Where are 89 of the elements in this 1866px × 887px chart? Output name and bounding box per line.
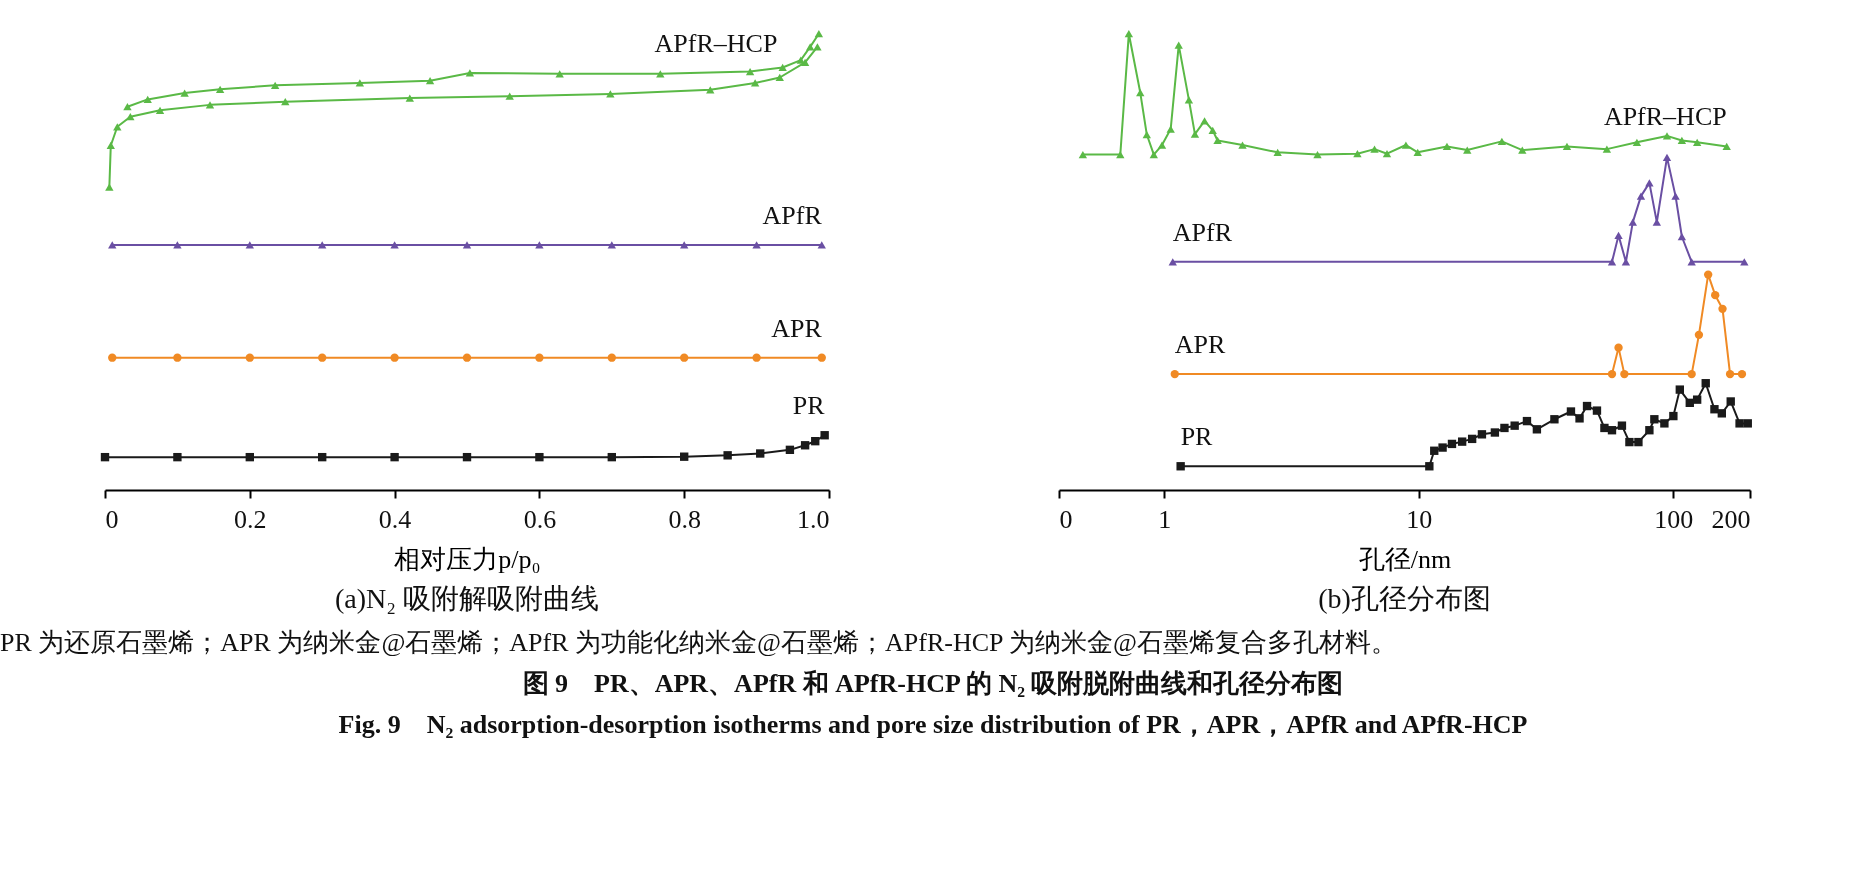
x-tick-label: 0 (1059, 504, 1073, 534)
point (390, 241, 399, 249)
point (756, 449, 765, 458)
x-tick-label: 1 (1158, 504, 1172, 534)
x-tick-label: 100 (1654, 504, 1694, 534)
point (606, 90, 615, 98)
series-label: APfR–HCP (1603, 102, 1727, 132)
point (607, 241, 616, 249)
point (607, 353, 616, 362)
point (778, 63, 787, 72)
point (505, 92, 514, 100)
x-tick-label: 0 (105, 504, 119, 534)
point (108, 241, 117, 249)
series-label: PR (792, 391, 826, 421)
point (173, 452, 182, 462)
point (318, 241, 327, 249)
point (126, 113, 135, 121)
point (173, 353, 182, 362)
point (465, 69, 475, 77)
caption: Fig. 9 N₂ adsorption-desorption isotherms and pore size distribution of PR，APR，APfR and APfR-HCP (337, 709, 1529, 741)
point (706, 86, 715, 94)
x-tick-label: 0.2 (234, 504, 267, 534)
point (817, 241, 826, 249)
series-label: PR (1180, 422, 1214, 452)
point (318, 353, 327, 362)
text: PR 为还原石墨烯；APR 为纳米金@石墨烯；APfR 为功能化纳米金@石墨烯；APfR-HCP 为纳米金@石墨烯复合多孔材料。 (0, 627, 1398, 659)
point (100, 452, 110, 462)
point (155, 106, 165, 114)
point (607, 452, 616, 462)
point (108, 353, 117, 362)
point (814, 30, 824, 38)
caption: 图 9 PR、APR、APfR 和 APfR-HCP 的 N₂ 吸附脱附曲线和孔径分布图 (521, 668, 1345, 700)
point (820, 431, 829, 440)
point (535, 353, 544, 362)
point (215, 85, 225, 93)
point (113, 123, 122, 131)
point (143, 95, 152, 104)
point (245, 241, 254, 249)
x-tick-label: 0.6 (523, 504, 557, 534)
point (462, 353, 472, 362)
point (390, 353, 399, 362)
point (245, 452, 254, 462)
point (805, 43, 815, 51)
series-label: APfR (1172, 217, 1233, 247)
text: (b)孔径分布图 (1318, 583, 1491, 614)
point (535, 452, 544, 462)
point (785, 445, 795, 455)
point (752, 353, 761, 362)
point (750, 79, 760, 87)
point (680, 452, 689, 461)
x-tick-label: 10 (1406, 504, 1433, 534)
point (173, 241, 182, 249)
point (535, 241, 544, 249)
point (800, 441, 810, 450)
point (425, 77, 435, 85)
point (390, 452, 399, 462)
point (745, 67, 755, 76)
text: (a)N₂ 吸附解吸附曲线 (334, 583, 600, 614)
x-tick-label: 0.4 (378, 504, 412, 534)
point (270, 81, 280, 89)
x-tick-label: 200 (1711, 504, 1751, 534)
point (318, 452, 327, 462)
point (752, 241, 761, 249)
point (355, 79, 365, 87)
point (106, 141, 115, 150)
x-tick-label: 1.0 (797, 504, 830, 534)
point (462, 452, 472, 462)
x-axis-title: 相对压力p/p₀ (394, 544, 541, 574)
point (180, 89, 189, 97)
point (680, 241, 689, 249)
point (817, 353, 826, 362)
series-label: APfR–HCP (654, 28, 778, 58)
point (680, 353, 689, 362)
point (796, 56, 805, 64)
point (813, 43, 822, 51)
series-label: APR (771, 313, 823, 343)
point (723, 451, 732, 460)
series-label: APfR (762, 200, 823, 230)
point (245, 353, 254, 362)
point (775, 73, 784, 82)
point (105, 183, 114, 191)
point (462, 241, 472, 249)
x-axis-title: 孔径/nm (1358, 544, 1452, 574)
point (281, 98, 290, 106)
point (405, 94, 414, 102)
x-tick-label: 0.8 (668, 504, 701, 534)
point (811, 436, 820, 446)
point (123, 103, 132, 111)
series-label: APR (1174, 330, 1227, 360)
